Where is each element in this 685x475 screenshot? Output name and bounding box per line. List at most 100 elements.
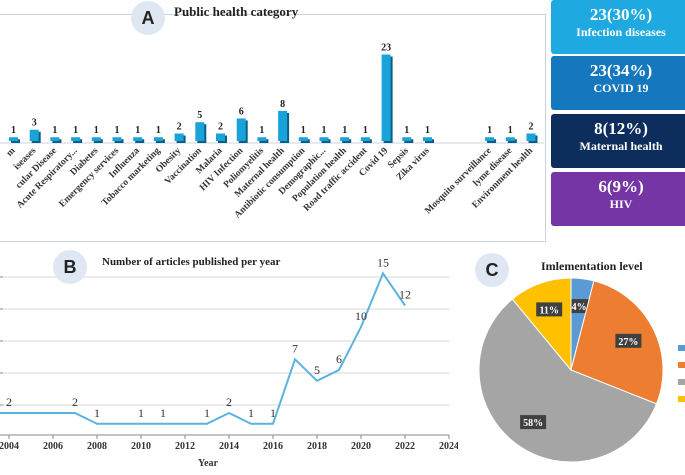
pie-label-box xyxy=(566,299,593,314)
bar-shadow xyxy=(52,139,62,143)
stat-card-covid: 23(34%) COVID 19 xyxy=(551,56,685,110)
bar-shadow xyxy=(507,139,517,143)
bar-data-label: 1 xyxy=(301,125,306,136)
pie-chart-panel: 4% 27% 58% 11% xyxy=(466,250,685,470)
bar-data-label: 6 xyxy=(239,106,244,117)
bar-shadow xyxy=(342,139,352,143)
pie-legend-swatch xyxy=(678,362,685,368)
bar xyxy=(423,137,432,141)
bar-data-label: 1 xyxy=(94,125,99,136)
bar xyxy=(112,137,122,141)
line-x-tick-label: 2008 xyxy=(87,441,107,452)
bar xyxy=(526,133,536,141)
bar xyxy=(278,110,288,141)
line-chart-title: Number of articles published per year xyxy=(102,256,281,268)
bar-shadow xyxy=(135,139,145,143)
pie-legend-swatch xyxy=(678,345,685,351)
line-data-label: 12 xyxy=(399,288,411,302)
bar-category-label: m xyxy=(5,146,18,159)
bar-data-label: 2 xyxy=(529,121,534,132)
bar-shadow xyxy=(114,139,124,143)
bar-data-label: 1 xyxy=(487,125,492,136)
bar-chart-title: Public health category xyxy=(174,4,299,19)
line-x-tick-label: 2004 xyxy=(0,441,19,452)
stat-value: 8(12%) xyxy=(594,119,648,138)
panel-c-badge: C xyxy=(475,253,509,287)
bar-data-label: 1 xyxy=(115,125,120,136)
line-x-tick-label: 2024 xyxy=(439,441,458,452)
bar-data-label: 1 xyxy=(52,125,57,136)
bar xyxy=(153,137,163,141)
bar xyxy=(50,137,60,141)
bar-shadow xyxy=(425,139,434,143)
bar-shadow xyxy=(321,139,331,143)
bar-data-label: 1 xyxy=(363,125,368,136)
line-x-tick-label: 2016 xyxy=(263,441,283,452)
stat-card-hiv: 6(9%) HIV xyxy=(551,172,685,226)
line-data-label: 2 xyxy=(226,395,232,409)
bar xyxy=(298,137,308,141)
bar-data-label: 1 xyxy=(135,125,140,136)
bar-data-label: 1 xyxy=(259,125,264,136)
bar xyxy=(319,137,329,141)
bar-data-label: 5 xyxy=(197,110,202,121)
pie-legend-swatch xyxy=(678,396,685,402)
pie-data-label: 11% xyxy=(539,305,558,316)
line-data-label: 1 xyxy=(138,406,144,420)
pie-data-label: 4% xyxy=(572,302,587,313)
pie-chart-title: Imlementation level xyxy=(541,259,643,273)
bar-data-label: 1 xyxy=(342,125,347,136)
bar xyxy=(402,137,412,141)
stat-value: 23(30%) xyxy=(589,5,653,24)
bar xyxy=(216,133,225,141)
panel-a-badge: A xyxy=(131,1,165,35)
bar xyxy=(29,129,39,141)
bar xyxy=(505,137,515,141)
bar xyxy=(485,137,495,141)
bar-data-label: 1 xyxy=(73,125,78,136)
line-x-tick-label: 2022 xyxy=(395,441,415,452)
stat-value: 6(9%) xyxy=(598,177,644,196)
pie-legend-swatch xyxy=(678,379,685,385)
bar-shadow xyxy=(300,139,310,143)
bar xyxy=(195,122,205,141)
line-data-label: 2 xyxy=(72,395,78,409)
bar-data-label: 1 xyxy=(404,125,409,136)
line-data-label: 1 xyxy=(248,406,254,420)
bar-shadow xyxy=(155,139,165,143)
bar xyxy=(381,54,391,141)
bar xyxy=(174,133,184,141)
bar xyxy=(9,137,18,141)
bar-data-label: 1 xyxy=(11,125,16,136)
bar-shadow xyxy=(362,139,372,143)
bar-data-label: 3 xyxy=(32,118,37,129)
line-x-tick-label: 2018 xyxy=(307,441,327,452)
bar-shadow xyxy=(73,139,83,143)
bar-data-label: 1 xyxy=(508,125,513,136)
line-x-axis-title: Year xyxy=(198,458,219,469)
bar xyxy=(360,137,370,141)
bar-shadow xyxy=(404,139,414,143)
line-chart: 2004 2006 2008 2010 2012 2014 2016 2018 2020 2022… xyxy=(0,255,459,469)
line-data-label: 1 xyxy=(160,406,166,420)
panel-b-badge: B xyxy=(53,250,87,284)
pie-data-label: 27% xyxy=(618,337,638,348)
line-data-label: 1 xyxy=(204,406,210,420)
line-data-label: 7 xyxy=(292,341,298,355)
bar xyxy=(91,137,101,141)
pie-slice xyxy=(511,277,572,372)
bar-data-label: 1 xyxy=(425,125,430,136)
bar-shadow xyxy=(487,139,497,143)
stat-card-maternal: 8(12%) Maternal health xyxy=(551,114,685,168)
line-data-label: 6 xyxy=(336,352,342,366)
line-data-label: 1 xyxy=(94,406,100,420)
bar xyxy=(71,137,81,141)
line-x-tick-label: 2012 xyxy=(175,441,195,452)
stat-label: Infection diseases xyxy=(576,25,666,39)
line-x-tick-label: 2014 xyxy=(219,441,239,452)
bar-data-label: 1 xyxy=(322,125,327,136)
pie-label-box xyxy=(536,302,563,317)
line-x-tick-label: 2010 xyxy=(131,441,151,452)
line-data-label: 1 xyxy=(270,406,276,420)
